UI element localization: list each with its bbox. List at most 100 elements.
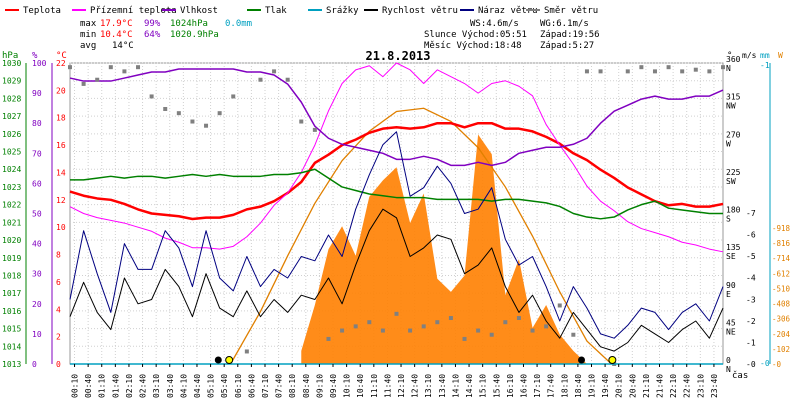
legend-label-0: Teplota <box>23 6 61 16</box>
stat-max-temperature: 17.9°C <box>100 19 133 29</box>
x-tick-label: 02:40 <box>139 374 148 398</box>
wind-direction-point <box>652 69 657 74</box>
axis-tick-hpa: 1013 <box>2 360 21 369</box>
axis-tick-hpa: 1027 <box>2 112 21 121</box>
axis-tick-hpa: 1028 <box>2 94 21 103</box>
axis-tick-celsius: 22 <box>56 59 66 68</box>
wind-direction-point <box>666 65 671 70</box>
info-sun-rise: Slunce Východ:05:51 <box>424 30 527 40</box>
x-tick-label: 20:40 <box>628 374 637 398</box>
axis-tick-direction-deg: 0 <box>726 356 731 365</box>
wind-direction-point <box>544 324 549 329</box>
stat-min-humidity: 64% <box>144 30 161 40</box>
plot-area <box>68 62 725 366</box>
x-tick-label: 15:10 <box>479 374 488 398</box>
info-wg: WG:6.1m/s <box>540 19 589 29</box>
x-tick-label: 00:40 <box>84 374 93 398</box>
axis-tick-direction-deg: 180 <box>726 206 741 215</box>
axis-tick-direction-deg: 270 <box>726 130 741 139</box>
x-tick-label: 13:40 <box>438 374 447 398</box>
axis-tick-celsius: 12 <box>56 196 66 205</box>
wind-direction-point <box>503 320 508 325</box>
info-sun-set: Západ:19:56 <box>540 30 600 40</box>
x-tick-label: 14:10 <box>451 374 460 398</box>
axis-tick-direction-dir: N <box>726 64 731 73</box>
x-tick-label: 22:40 <box>683 374 692 398</box>
axis-tick-hpa: 1026 <box>2 130 21 139</box>
wind-direction-point <box>136 65 141 70</box>
axis-label-wind: m/s <box>742 51 757 60</box>
axis-tick-celsius: 4 <box>56 305 61 314</box>
x-tick-label: 03:40 <box>166 374 175 398</box>
axis-tick-direction-dir: SW <box>726 177 736 186</box>
wind-direction-point <box>721 65 725 70</box>
wind-direction-point <box>204 123 209 128</box>
wind-direction-point <box>340 328 345 333</box>
x-axis-label: čas <box>732 370 748 381</box>
axis-tick-hpa: 1025 <box>2 148 21 157</box>
x-tick-label: 03:10 <box>152 374 161 398</box>
x-tick-label: 07:40 <box>275 374 284 398</box>
axis-label-direction: ° <box>727 51 732 61</box>
axis-tick-hpa: 1023 <box>2 183 21 192</box>
wind-direction-point <box>108 65 113 70</box>
wind-direction-point <box>408 328 413 333</box>
axes: hPa1013101410151016101710181019102010211… <box>2 51 791 374</box>
x-tick-label: 10:40 <box>356 374 365 398</box>
axis-tick-hpa: 1020 <box>2 236 21 245</box>
moonrise-marker <box>578 356 586 364</box>
x-tick-label: 06:40 <box>247 374 256 398</box>
axis-tick-percent: 70 <box>32 149 42 158</box>
info-ws: WS:4.6m/s <box>470 19 519 29</box>
x-tick-label: 05:40 <box>220 374 229 398</box>
x-tick-label: 19:10 <box>587 374 596 398</box>
series-line-3 <box>70 168 723 220</box>
axis-tick-solar: -816 <box>772 239 791 248</box>
series-line-5 <box>69 131 724 339</box>
wind-direction-point <box>394 311 399 316</box>
axis-tick-celsius: 14 <box>56 168 66 177</box>
wind-direction-point <box>462 336 467 341</box>
axis-tick-solar: -714 <box>772 254 791 263</box>
x-tick-label: 23:10 <box>696 374 705 398</box>
stat-max-rain: 0.0mm <box>225 19 252 29</box>
x-tick-label: 08:10 <box>288 374 297 398</box>
x-tick-label: 00:10 <box>71 374 80 398</box>
wind-direction-point <box>149 94 154 99</box>
x-tick-label: 06:10 <box>234 374 243 398</box>
x-tick-label: 17:40 <box>547 374 556 398</box>
axis-label-rain: mm <box>760 51 770 60</box>
axis-tick-direction-dir: E <box>726 290 731 299</box>
sunrise-marker <box>225 356 234 364</box>
axis-tick-direction-deg: 225 <box>726 168 741 177</box>
wind-direction-point <box>598 69 603 74</box>
wind-direction-point <box>707 69 712 74</box>
series-line-0 <box>69 121 724 221</box>
x-tick-label: 14:40 <box>465 374 474 398</box>
stat-min-temperature: 10.4°C <box>100 30 133 40</box>
x-tick-label: 12:40 <box>411 374 420 398</box>
axis-tick-celsius: 10 <box>56 223 66 232</box>
axis-tick-celsius: 6 <box>56 278 61 287</box>
axis-tick-percent: 20 <box>32 300 42 309</box>
wind-direction-point <box>217 111 222 116</box>
wind-direction-point <box>367 320 372 325</box>
wind-direction-point <box>584 69 589 74</box>
wind-direction-point <box>244 349 249 354</box>
axis-tick-hpa: 1019 <box>2 254 21 263</box>
axis-tick-direction-dir: N <box>726 365 731 374</box>
x-axis: 00:10 00:40 01:10 01:40 02:10 02:40 03:10 03:40… <box>71 364 719 398</box>
legend: Teplota Přízemní teplota Vlhkost Tlak Srážky… <box>5 6 598 16</box>
axis-tick-solar: -0 <box>772 360 782 369</box>
wind-direction-point <box>421 324 426 329</box>
x-tick-label: 16:10 <box>506 374 515 398</box>
axis-tick-percent: 0 <box>32 360 37 369</box>
x-tick-label: 10:10 <box>343 374 352 398</box>
stat-max-humidity: 99% <box>144 19 161 29</box>
axis-tick-wind: -3 <box>746 295 756 304</box>
x-tick-label: 11:10 <box>370 374 379 398</box>
axis-tick-percent: 90 <box>32 89 42 98</box>
wind-direction-point <box>476 328 481 333</box>
axis-tick-direction-dir: W <box>726 139 731 148</box>
